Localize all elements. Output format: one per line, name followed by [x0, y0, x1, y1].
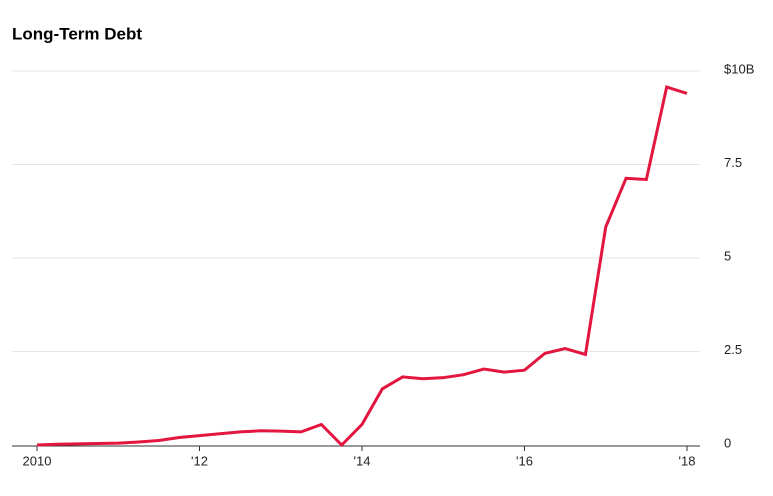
chart-title: Long-Term Debt [12, 24, 142, 43]
y-tick-label: $10B [724, 61, 754, 76]
x-tick-label: '12 [191, 453, 208, 468]
x-tick-label: '14 [354, 453, 371, 468]
y-tick-label: 7.5 [724, 155, 742, 170]
x-tick-label: '16 [516, 453, 533, 468]
y-tick-label: 5 [724, 248, 731, 263]
data-line [36, 85, 688, 448]
x-tick-label: '18 [679, 453, 696, 468]
y-tick-label: 0 [724, 435, 731, 450]
y-tick-label: 2.5 [724, 342, 742, 357]
x-tick-label: 2010 [23, 453, 52, 468]
